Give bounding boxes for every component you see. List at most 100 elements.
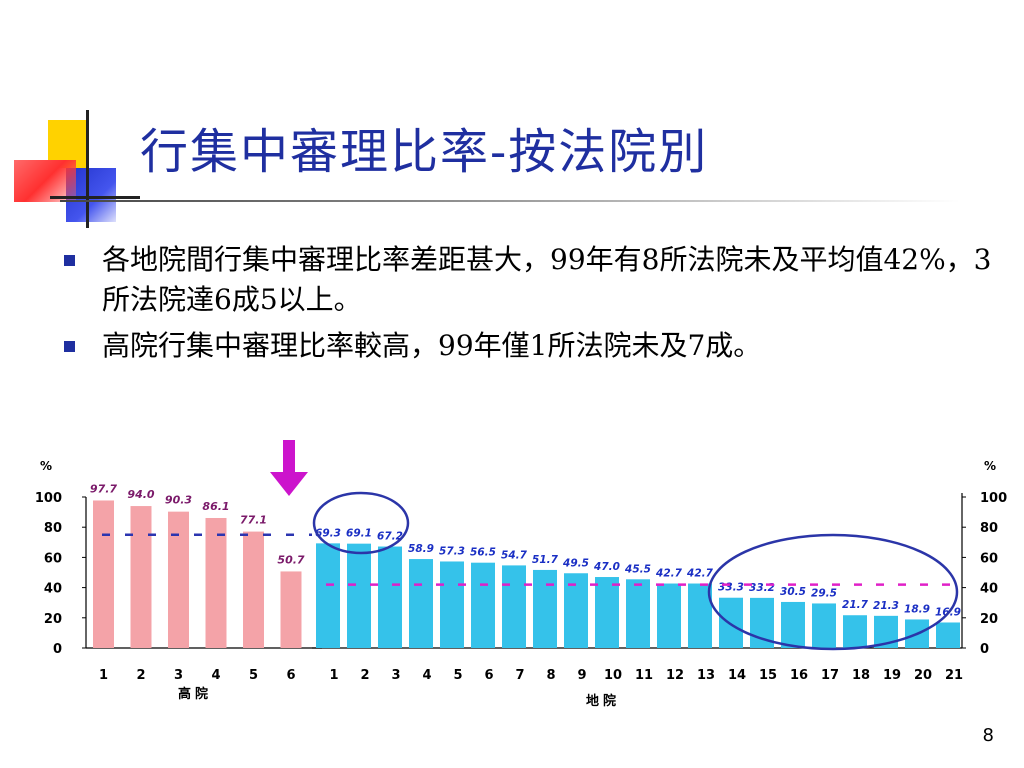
district-court-value-label: 21.7 <box>842 599 869 611</box>
square-bullet-icon <box>64 255 75 266</box>
district-court-x-tick-label: 13 <box>697 668 715 683</box>
district-court-x-tick-label: 17 <box>821 668 839 683</box>
high-court-value-label: 77.1 <box>240 514 267 527</box>
district-court-value-label: 18.9 <box>904 603 930 615</box>
district-court-value-label: 51.7 <box>532 554 559 566</box>
top-three-highlight-circle <box>312 491 410 555</box>
high-court-x-tick-label: 5 <box>249 668 258 683</box>
district-court-bar <box>471 562 495 648</box>
district-court-value-label: 49.5 <box>562 557 589 569</box>
district-court-x-tick-label: 6 <box>484 668 493 683</box>
district-court-x-tick-label: 2 <box>360 668 369 683</box>
right-y-tick-label: 40 <box>980 582 998 597</box>
district-court-x-tick-label: 5 <box>453 668 462 683</box>
district-court-x-tick-label: 11 <box>635 668 653 683</box>
title-underline <box>60 200 960 202</box>
district-court-x-tick-label: 16 <box>790 668 808 683</box>
district-court-value-label: 54.7 <box>501 549 528 561</box>
district-court-value-label: 69.3 <box>315 527 341 539</box>
bullet-item: 各地院間行集中審理比率差距甚大，99年有8所法院未及平均值42%，3所法院達6成… <box>62 240 1002 320</box>
district-court-x-tick-label: 4 <box>422 668 431 683</box>
left-y-tick-label: 40 <box>44 582 62 597</box>
district-court-x-tick-label: 10 <box>604 668 622 683</box>
district-court-x-tick-label: 21 <box>945 668 963 683</box>
district-court-value-label: 47.0 <box>593 561 620 573</box>
bullet-item: 高院行集中審理比率較高，99年僅1所法院未及7成。 <box>62 326 1002 366</box>
high-court-x-tick-label: 3 <box>174 668 183 683</box>
decor-horizontal-line <box>50 196 140 199</box>
district-court-bar <box>533 569 557 648</box>
district-court-bar <box>347 543 371 648</box>
district-court-value-label: 69.1 <box>346 528 372 540</box>
decor-vertical-line <box>86 110 89 228</box>
high-court-bar <box>280 571 302 648</box>
district-court-x-tick-label: 9 <box>577 668 586 683</box>
high-court-value-label: 90.3 <box>165 494 192 507</box>
district-court-x-tick-label: 19 <box>883 668 901 683</box>
district-court-x-axis-label: 地院 <box>586 693 620 709</box>
district-court-x-tick-label: 1 <box>329 668 338 683</box>
left-y-tick-label: 0 <box>53 642 62 657</box>
district-court-x-tick-label: 12 <box>666 668 684 683</box>
page-number: 8 <box>982 725 994 746</box>
district-court-value-label: 42.7 <box>686 568 714 580</box>
district-court-value-label: 67.2 <box>377 531 403 543</box>
district-court-value-label: 29.5 <box>811 587 837 599</box>
district-court-x-tick-label: 3 <box>391 668 400 683</box>
high-court-bar <box>130 506 152 648</box>
district-court-x-tick-label: 20 <box>914 668 932 683</box>
high-court-x-tick-label: 2 <box>136 668 145 683</box>
left-y-tick-label: 60 <box>44 551 62 566</box>
high-court-bar <box>168 511 189 648</box>
district-court-bar <box>719 597 743 648</box>
district-court-bar <box>812 603 836 648</box>
district-court-value-label: 45.5 <box>624 563 651 575</box>
district-court-value-label: 33.3 <box>718 582 744 594</box>
down-arrow-shaft <box>283 440 295 472</box>
district-court-x-tick-label: 8 <box>546 668 555 683</box>
district-court-bar <box>316 543 340 648</box>
right-y-unit-label: % <box>984 459 996 473</box>
high-court-panel: 0 20 40 60 80 100% 97.7 1 94.0 2 90.3 3 86.1 4 77.1 5 50… <box>35 459 322 702</box>
high-court-x-tick-label: 4 <box>211 668 220 683</box>
high-court-x-tick-label: 1 <box>99 668 108 683</box>
district-court-value-label: 30.5 <box>780 586 806 598</box>
district-court-bar <box>502 565 526 648</box>
district-court-panel: 0 20 40 60 80 100% 69.3 1 69.1 2 67.2 3 58.9 4 57.3 5 56… <box>312 459 1007 709</box>
district-court-value-label: 57.3 <box>439 545 465 557</box>
high-court-x-axis-label: 高院 <box>178 686 212 702</box>
down-arrow-icon <box>270 472 308 496</box>
left-y-tick-label: 20 <box>44 612 62 627</box>
district-court-x-tick-label: 18 <box>852 668 870 683</box>
district-court-value-label: 21.3 <box>873 600 899 612</box>
district-court-value-label: 56.5 <box>470 547 496 559</box>
high-court-value-label: 97.7 <box>90 482 117 495</box>
right-y-tick-label: 0 <box>980 642 989 657</box>
bullet-text: 高院行集中審理比率較高，99年僅1所法院未及7成。 <box>102 329 762 362</box>
left-y-tick-label: 100 <box>35 491 62 506</box>
right-y-tick-label: 80 <box>980 521 998 536</box>
below-average-highlight-circle <box>707 533 959 651</box>
high-court-bar <box>205 517 227 648</box>
high-court-x-tick-label: 6 <box>286 668 295 683</box>
district-court-x-tick-label: 7 <box>515 668 524 683</box>
bullet-list: 各地院間行集中審理比率差距甚大，99年有8所法院未及平均值42%，3所法院達6成… <box>62 240 1002 372</box>
right-y-tick-label: 20 <box>980 612 998 627</box>
district-court-bar <box>843 615 867 648</box>
district-court-x-tick-label: 15 <box>759 668 777 683</box>
district-court-bar <box>409 559 433 648</box>
district-court-bar <box>626 579 650 648</box>
district-court-bar <box>595 577 619 648</box>
left-y-unit-label: % <box>40 459 52 473</box>
square-bullet-icon <box>64 341 75 352</box>
district-court-bar <box>936 622 960 648</box>
left-y-tick-label: 80 <box>44 521 62 536</box>
court-ratio-chart: 020406080100%97.7194.0290.3386.1477.1550… <box>35 440 1007 709</box>
high-court-value-label: 94.0 <box>127 488 154 501</box>
high-court-value-label: 50.7 <box>277 553 304 566</box>
right-y-tick-label: 100 <box>980 491 1007 506</box>
district-court-x-tick-label: 14 <box>728 668 746 683</box>
high-court-bar <box>93 500 114 648</box>
district-court-value-label: 42.7 <box>655 568 683 580</box>
district-court-bar <box>378 546 402 648</box>
